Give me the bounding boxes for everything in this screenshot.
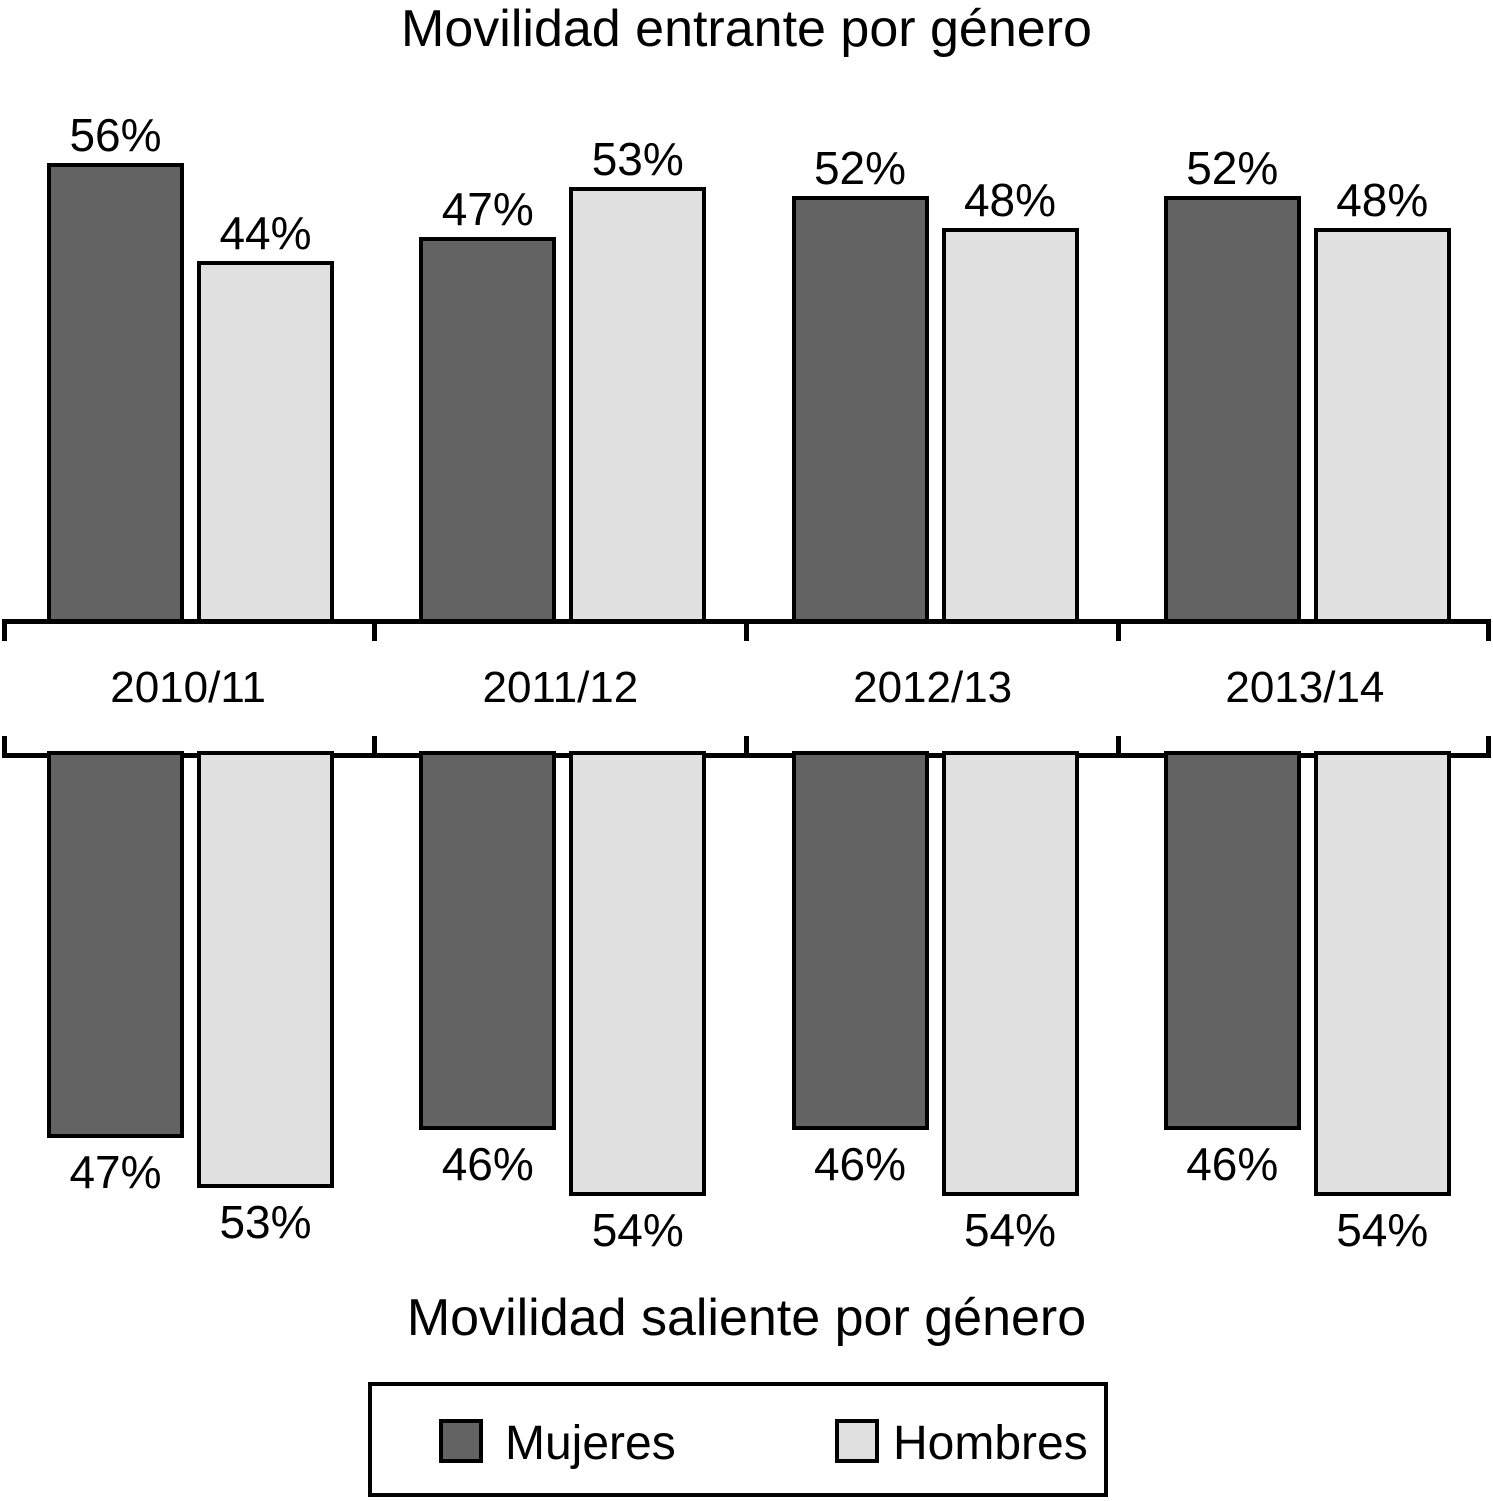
category-label-2010/11: 2010/11 bbox=[110, 663, 267, 712]
bar-mujeres-2010/11 bbox=[47, 162, 184, 624]
bar-value-label: 46% bbox=[1186, 1138, 1279, 1191]
bar-value-label: 48% bbox=[963, 174, 1057, 227]
bar-value-label: 52% bbox=[1186, 141, 1279, 194]
bar-hombres-2012/13 bbox=[941, 228, 1079, 624]
bar-mujeres-2013/14 bbox=[1163, 751, 1301, 1131]
bar-mujeres-2013/14 bbox=[1163, 195, 1301, 624]
axis-tick bbox=[744, 619, 749, 641]
legend-label-hombres: Hombres bbox=[893, 1417, 1088, 1470]
bar-hombres-2011/12 bbox=[569, 751, 707, 1196]
axis-tick bbox=[1486, 619, 1491, 641]
bar-hombres-2012/13 bbox=[941, 751, 1079, 1196]
axis-tick bbox=[371, 619, 377, 641]
axis-tick bbox=[1486, 736, 1491, 758]
bar-mujeres-2012/13 bbox=[791, 195, 929, 624]
bar-value-label: 54% bbox=[1336, 1203, 1429, 1256]
bar-value-label: 52% bbox=[813, 141, 907, 194]
bar-value-label: 54% bbox=[591, 1203, 684, 1256]
bar-value-label: 53% bbox=[219, 1195, 312, 1248]
bar-value-label: 44% bbox=[219, 207, 312, 260]
bar-value-label: 56% bbox=[69, 108, 162, 161]
bottom-chart-title: Movilidad saliente por género bbox=[406, 1289, 1087, 1347]
axis-tick bbox=[2, 619, 7, 641]
legend-label-mujeres: Mujeres bbox=[505, 1417, 676, 1470]
category-label-2011/12: 2011/12 bbox=[482, 663, 639, 712]
bar-mujeres-2012/13 bbox=[791, 751, 929, 1131]
legend: Mujeres Hombres bbox=[368, 1382, 1108, 1497]
bar-value-label: 54% bbox=[963, 1203, 1057, 1256]
axis-tick bbox=[1116, 736, 1122, 758]
bar-hombres-2013/14 bbox=[1313, 228, 1451, 624]
axis-tick bbox=[2, 736, 7, 758]
legend-swatch-mujeres bbox=[439, 1419, 483, 1463]
axis-tick bbox=[371, 736, 377, 758]
bar-value-label: 47% bbox=[69, 1146, 162, 1199]
bar-mujeres-2011/12 bbox=[419, 236, 557, 624]
bar-value-label: 53% bbox=[591, 133, 684, 186]
bar-mujeres-2010/11 bbox=[47, 751, 184, 1139]
bar-value-label: 47% bbox=[441, 182, 534, 235]
top-chart-title: Movilidad entrante por género bbox=[401, 0, 1092, 58]
axis-tick bbox=[1116, 619, 1122, 641]
bar-value-label: 46% bbox=[441, 1138, 534, 1191]
legend-swatch-hombres bbox=[835, 1419, 879, 1463]
category-label-2012/13: 2012/13 bbox=[853, 663, 1013, 712]
bar-hombres-2010/11 bbox=[197, 261, 334, 624]
bar-mujeres-2011/12 bbox=[419, 751, 557, 1131]
bar-value-label: 46% bbox=[813, 1138, 907, 1191]
category-label-2013/14: 2013/14 bbox=[1225, 663, 1385, 712]
bar-hombres-2010/11 bbox=[197, 751, 334, 1188]
bar-value-label: 48% bbox=[1336, 174, 1429, 227]
bar-hombres-2011/12 bbox=[569, 187, 707, 624]
axis-tick bbox=[744, 736, 749, 758]
bar-hombres-2013/14 bbox=[1313, 751, 1451, 1196]
